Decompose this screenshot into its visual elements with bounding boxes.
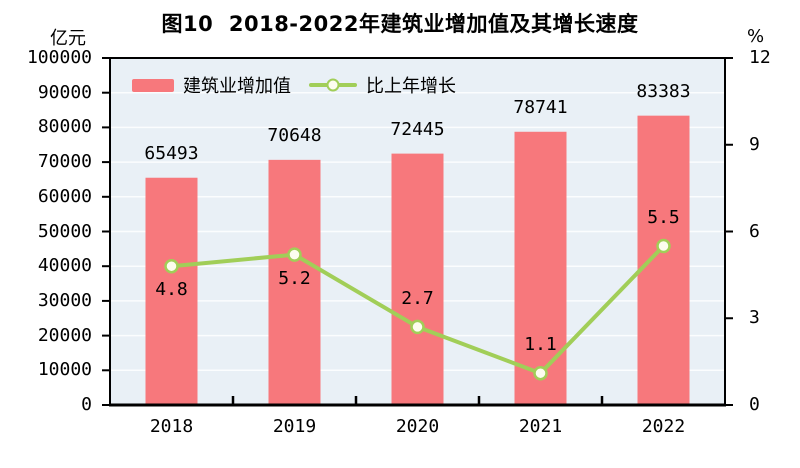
line-marker-2021 [533,365,548,381]
legend-label-bar: 建筑业增加值 [183,76,291,97]
right-axis-label-0: 0 [749,394,760,415]
line-value-2019: 5.2 [278,267,311,289]
bar-value-2020: 72445 [390,118,445,140]
legend-label-line: 比上年增长 [366,76,456,97]
left-axis-unit: 亿元 [50,28,86,49]
line-marker-2018 [164,258,179,274]
line-value-2020: 2.7 [401,287,434,309]
legend: 建筑业增加值 比上年增长 [132,72,456,98]
right-axis-unit: % [747,26,765,47]
x-axis-label-2019: 2019 [272,416,317,437]
x-axis-label-2018: 2018 [149,416,194,437]
line-marker-icon [326,78,340,92]
x-axis-label-2021: 2021 [518,416,563,437]
line-swatch-icon [309,78,357,92]
bar-2018 [145,177,198,405]
bar-swatch-icon [132,78,174,92]
right-axis-label-6: 6 [749,220,760,242]
right-axis-label-3: 3 [749,307,760,329]
line-value-2021: 1.1 [524,334,557,356]
left-axis-label-40000: 40000 [37,255,92,277]
bar-2019 [268,159,321,405]
bar-2022 [637,115,690,406]
bar-2021 [514,131,567,405]
bar-value-2019: 70648 [267,124,322,146]
left-axis-label-50000: 50000 [37,220,92,242]
line-value-2022: 5.5 [647,206,680,228]
left-axis-label-30000: 30000 [37,289,92,311]
left-axis-label-90000: 90000 [37,81,92,103]
left-axis-label-70000: 70000 [37,151,92,173]
line-marker-2019 [287,247,302,262]
left-axis-label-80000: 80000 [37,116,92,138]
line-marker-2022 [656,238,671,254]
legend-item-line: 比上年增长 [309,72,456,98]
x-axis-label-2020: 2020 [395,416,440,437]
bar-value-2021: 78741 [513,96,568,118]
bar-2020 [391,153,444,405]
right-axis-label-12: 12 [749,47,771,68]
left-axis-label-60000: 60000 [37,185,92,207]
line-value-2018: 4.8 [155,279,188,301]
left-axis-label-0: 0 [81,394,92,415]
left-axis-label-100000: 100000 [26,47,92,68]
right-axis-label-9: 9 [749,133,760,155]
x-axis-label-2022: 2022 [641,416,686,437]
line-marker-2020 [410,319,425,335]
left-axis-label-10000: 10000 [37,359,92,381]
bar-value-2018: 65493 [144,142,199,164]
bar-value-2022: 83383 [636,80,691,102]
legend-item-bar: 建筑业增加值 [132,72,291,98]
left-axis-label-20000: 20000 [37,324,92,346]
chart-title: 图10 2018-2022年建筑业增加值及其增长速度 [161,12,639,36]
